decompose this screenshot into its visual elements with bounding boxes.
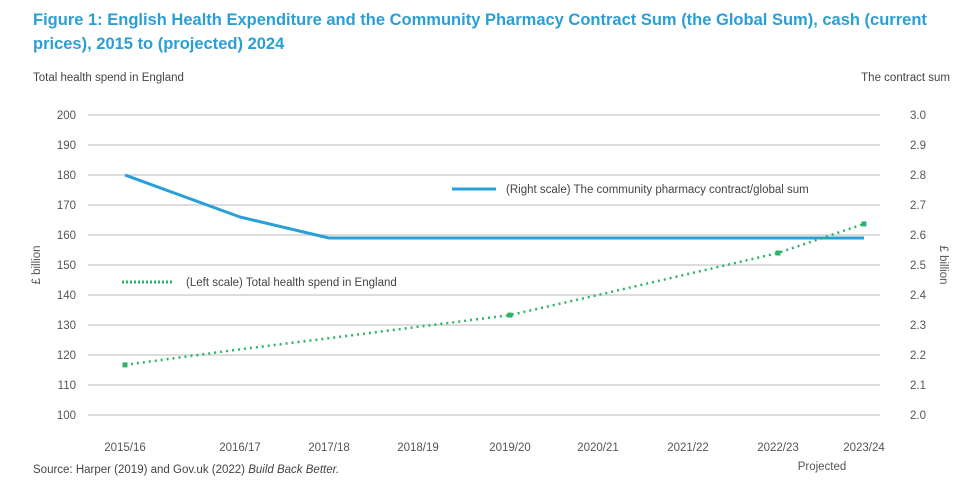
legend-label-health-spend: (Left scale) Total health spend in Engla… — [186, 277, 397, 289]
series-lines — [122, 173, 867, 368]
data-point-health-spend — [775, 250, 781, 256]
projected-label: Projected — [798, 461, 847, 473]
legend: (Right scale) The community pharmacy con… — [122, 184, 809, 289]
right-y-tick-label: 2.5 — [910, 260, 926, 272]
left-y-tick-label: 170 — [57, 200, 76, 212]
right-y-tick-label: 2.2 — [910, 350, 926, 362]
right-y-tick-label: 2.3 — [910, 320, 926, 332]
right-y-tick-label: 2.1 — [910, 380, 926, 392]
x-tick-label: 2023/24 — [843, 442, 885, 454]
left-y-tick-label: 120 — [57, 350, 76, 362]
legend-label-contract-sum: (Right scale) The community pharmacy con… — [506, 184, 809, 196]
chart-title: Figure 1: English Health Expenditure and… — [33, 11, 927, 53]
series-line-health-spend — [124, 222, 865, 367]
right-y-tick-label: 3.0 — [910, 110, 926, 122]
left-y-tick-label: 100 — [57, 410, 76, 422]
gridlines — [88, 114, 880, 416]
left-y-axis-label: £ billion — [31, 246, 43, 285]
left-y-tick-label: 200 — [57, 110, 76, 122]
left-y-axis-ticks: 100 110 120 130 140 150 160 170 180 190 200 — [57, 110, 76, 422]
x-tick-label: 2022/23 — [757, 442, 799, 454]
right-y-tick-label: 2.7 — [910, 200, 926, 212]
x-tick-label: 2021/22 — [667, 442, 709, 454]
left-y-tick-label: 160 — [57, 230, 76, 242]
source-text: Source: Harper (2019) and Gov.uk (2022) — [33, 464, 249, 476]
left-y-tick-label: 130 — [57, 320, 76, 332]
right-y-tick-label: 2.8 — [910, 170, 926, 182]
left-y-tick-label: 140 — [57, 290, 76, 302]
left-y-tick-label: 190 — [57, 140, 76, 152]
left-y-tick-label: 150 — [57, 260, 76, 272]
left-axis-caption: Total health spend in England — [33, 72, 184, 84]
right-axis-caption: The contract sum — [861, 72, 950, 84]
x-tick-label: 2017/18 — [308, 442, 350, 454]
right-y-tick-label: 2.6 — [910, 230, 926, 242]
data-point-health-spend — [122, 362, 128, 368]
data-point-health-spend — [507, 312, 513, 318]
x-tick-label: 2018/19 — [397, 442, 439, 454]
x-tick-label: 2019/20 — [489, 442, 531, 454]
x-tick-label: 2020/21 — [577, 442, 619, 454]
right-y-tick-label: 2.4 — [910, 290, 927, 302]
right-y-tick-label: 2.0 — [910, 410, 926, 422]
x-tick-label: 2015/16 — [104, 442, 146, 454]
left-y-tick-label: 110 — [58, 380, 76, 392]
data-point-health-spend — [861, 221, 867, 227]
source-note: Source: Harper (2019) and Gov.uk (2022) … — [33, 464, 339, 476]
right-y-axis-ticks: 2.0 2.1 2.2 2.3 2.4 2.5 2.6 2.7 2.8 2.9 3.0 — [910, 110, 927, 422]
source-italic-text: Build Back Better. — [248, 464, 340, 476]
x-axis-ticks: 2015/16 2016/17 2017/18 2018/19 2019/20 2020/… — [104, 442, 885, 454]
right-y-tick-label: 2.9 — [910, 140, 926, 152]
right-y-axis-label: £ billion — [937, 246, 949, 285]
left-y-tick-label: 180 — [57, 170, 76, 182]
x-tick-label: 2016/17 — [219, 442, 261, 454]
